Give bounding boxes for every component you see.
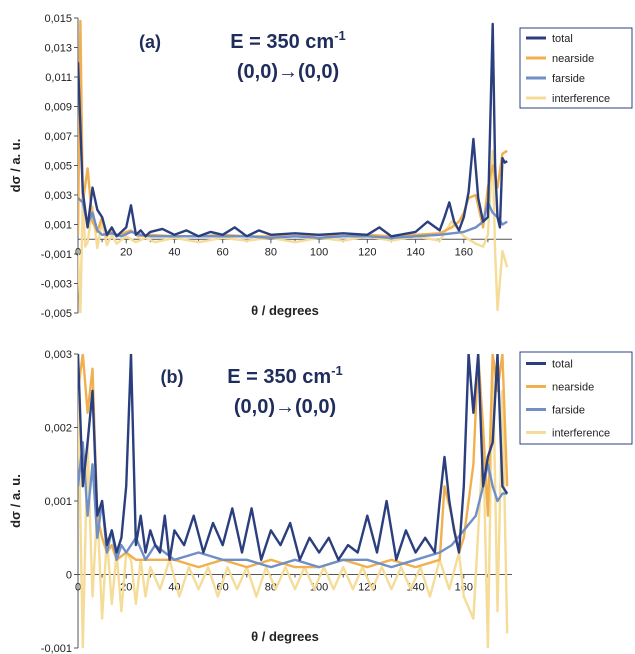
x-tick-label: 60 — [217, 246, 229, 258]
y-tick-label: -0,005 — [41, 308, 72, 320]
y-tick-label: 0,013 — [44, 43, 72, 55]
x-tick-label: 20 — [120, 246, 132, 258]
panel-label: (a) — [139, 32, 161, 52]
y-tick-label: -0,001 — [41, 643, 72, 654]
series-line-total — [78, 22, 508, 238]
energy-title-superscript: -1 — [331, 363, 343, 378]
legend-box — [519, 27, 633, 109]
x-tick-label: 40 — [168, 246, 180, 258]
y-tick-label: -0,001 — [41, 249, 72, 261]
y-tick-label: 0,011 — [45, 72, 72, 84]
energy-title-superscript: -1 — [334, 28, 346, 43]
series-line-interference — [78, 354, 509, 648]
x-tick-label: 160 — [455, 246, 473, 258]
y-tick-label: 0,009 — [44, 102, 72, 114]
legend-label-total: total — [552, 33, 573, 45]
y-tick-label: 0,001 — [44, 496, 72, 508]
legend-label-farside: farside — [552, 405, 585, 417]
y-tick-label: 0,005 — [44, 161, 72, 173]
x-tick-label: 100 — [310, 246, 328, 258]
legend-label-interference: interference — [552, 93, 610, 105]
y-tick-label: 0 — [66, 570, 72, 582]
panel-label: (b) — [161, 367, 184, 387]
energy-title-main: E = 350 cm — [230, 31, 334, 53]
x-tick-label: 100 — [310, 582, 328, 594]
y-axis-label: dσ / a. u. — [8, 474, 23, 528]
y-tick-label: 0,007 — [44, 131, 72, 143]
legend-box — [519, 351, 633, 445]
legend-label-nearside: nearside — [552, 53, 594, 65]
x-tick-label: 80 — [265, 246, 277, 258]
y-tick-label: 0,003 — [44, 349, 72, 361]
energy-title: E = 350 cm-1 — [230, 28, 346, 53]
y-tick-label: 0,015 — [44, 13, 72, 25]
x-tick-label: 0 — [75, 246, 81, 258]
energy-title: E = 350 cm-1 — [227, 363, 343, 388]
energy-title-main: E = 350 cm — [227, 366, 331, 388]
series-line-interference — [78, 149, 509, 313]
series-line-total — [78, 354, 509, 561]
y-tick-label: -0,003 — [41, 279, 72, 291]
y-tick-label: 0,001 — [44, 220, 72, 232]
y-tick-label: 0,002 — [44, 423, 72, 435]
x-tick-label: 0 — [75, 582, 81, 594]
legend-label-nearside: nearside — [552, 382, 594, 394]
transition-title: (0,0)→(0,0) — [234, 396, 336, 418]
y-tick-label: 0,003 — [44, 190, 72, 202]
x-tick-label: 140 — [406, 246, 424, 258]
y-axis-label: dσ / a. u. — [8, 139, 23, 193]
x-axis-label: θ / degrees — [251, 629, 319, 644]
x-tick-label: 120 — [358, 582, 376, 594]
legend-label-interference: interference — [552, 428, 610, 440]
x-axis-label: θ / degrees — [251, 303, 319, 318]
chart-panel-a: -0,005 -0,003 -0,001 0,001 0,003 0,005 0,007 0,… — [8, 13, 633, 320]
x-tick-label: 120 — [358, 246, 376, 258]
legend-label-farside: farside — [552, 73, 585, 85]
series-line-nearside — [78, 19, 508, 238]
legend-label-total: total — [552, 359, 573, 371]
x-tick-label: 140 — [406, 582, 424, 594]
transition-title: (0,0)→(0,0) — [237, 61, 339, 83]
